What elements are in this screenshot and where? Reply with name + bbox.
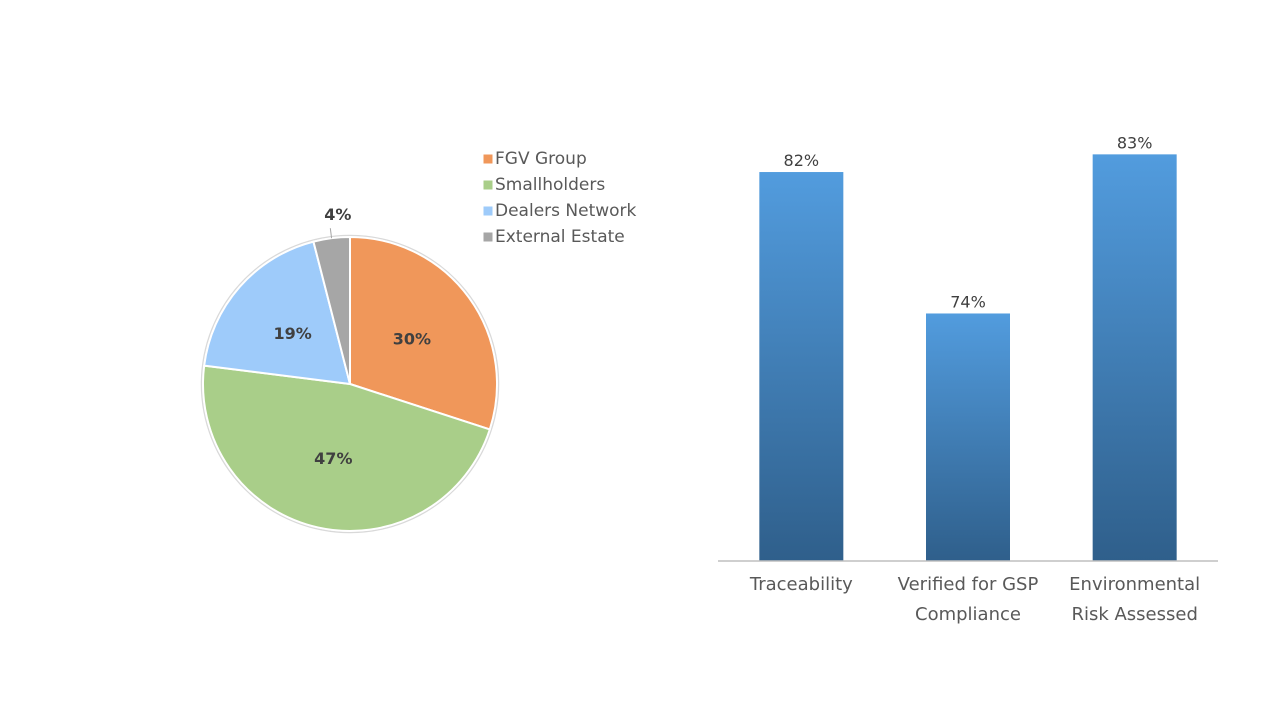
pie-label-smallholders: 47% (314, 449, 352, 468)
bar-verified-for-gsp-compliance (926, 313, 1010, 561)
legend-swatch-external-estate (482, 231, 494, 243)
tick-label-traceability: Traceability (749, 574, 853, 595)
data-label-verified-for-gsp-compliance: 74% (950, 292, 986, 311)
tick-label-verified-for-gsp-compliance: Verified for GSP Compliance (898, 574, 1039, 625)
data-label-environmental-risk-assessed: 83% (1117, 133, 1153, 152)
pie-leader-line (329, 228, 333, 239)
legend-label-external-estate: External Estate (495, 227, 625, 247)
pie-label-fgv-group: 30% (393, 330, 431, 349)
legend-label-smallholders: Smallholders (495, 175, 605, 195)
bar-environmental-risk-assessed (1092, 154, 1177, 562)
pie-chart: 30% 47% 19% 4% FGV Group Smallholders Dealers … (200, 149, 637, 534)
legend-label-fgv-group: FGV Group (495, 149, 587, 169)
pie-slice-fgv-group (349, 236, 498, 431)
pie-slice-dealers-network (203, 240, 351, 385)
pie-label-external-estate: 4% (324, 205, 351, 224)
pie-slice-smallholders (202, 364, 491, 532)
pie-label-dealers-network: 19% (274, 324, 312, 343)
tick-label-environmental-risk-assessed: Environmental Risk Assessed (1069, 574, 1200, 625)
legend-swatch-dealers-network (482, 205, 494, 217)
legend-swatch-fgv-group (482, 153, 494, 165)
legend-swatch-smallholders (482, 179, 494, 191)
bar-traceability (759, 172, 844, 562)
pie-outline (200, 234, 500, 534)
data-label-traceability: 82% (784, 151, 820, 170)
legend-label-dealers-network: Dealers Network (495, 201, 637, 221)
